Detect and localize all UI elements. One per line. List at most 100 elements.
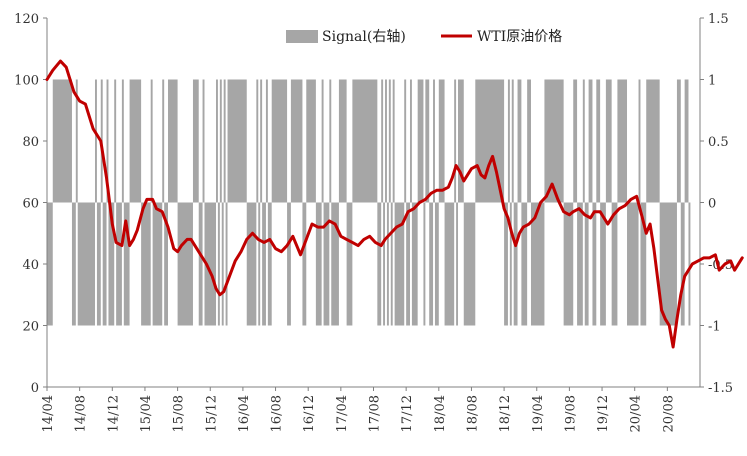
signal-bar	[417, 79, 424, 203]
signal-bar	[381, 79, 384, 203]
signal-bar	[198, 202, 203, 326]
x-tick-label: 14/12	[106, 395, 121, 432]
signal-bar	[688, 202, 691, 326]
signal-bar	[121, 79, 124, 203]
signal-bar	[164, 202, 168, 326]
signal-bar	[530, 202, 545, 326]
signal-bar	[511, 79, 514, 203]
signal-bar	[75, 79, 78, 203]
signal-bar	[141, 202, 151, 326]
signal-bar	[517, 79, 522, 203]
signal-bar	[219, 79, 222, 203]
signal-bar	[106, 79, 109, 203]
signal-bar	[386, 202, 389, 326]
signal-bar	[123, 202, 130, 326]
signal-bar	[544, 79, 564, 203]
signal-bar	[77, 202, 96, 326]
signal-bar	[331, 202, 339, 326]
signal-bar	[429, 202, 434, 326]
signal-bar	[302, 202, 307, 326]
signal-bar	[388, 79, 391, 203]
signal-bar	[177, 202, 193, 326]
left-tick-label: 60	[22, 197, 39, 212]
signal-bar	[588, 79, 593, 203]
signal-bar	[646, 79, 660, 203]
signal-bar	[409, 79, 412, 203]
legend: Signal(右轴) WTI原油价格	[286, 29, 562, 45]
signal-bar	[96, 202, 101, 326]
left-tick-label: 80	[22, 135, 39, 150]
signal-bar	[204, 202, 217, 326]
right-tick-label: 0.5	[708, 135, 729, 150]
x-tick-label: 17/08	[368, 395, 383, 432]
signal-bar	[521, 202, 528, 326]
signal-bar	[454, 79, 457, 203]
signal-bar	[216, 79, 218, 203]
signal-bar	[338, 79, 347, 203]
x-tick-label: 15/12	[204, 395, 219, 432]
signal-bar	[659, 202, 677, 326]
x-tick-label: 16/04	[237, 395, 252, 432]
x-tick-label: 14/04	[41, 395, 56, 432]
signal-bar	[267, 202, 272, 326]
signal-bar	[423, 202, 426, 326]
signal-bar	[306, 79, 316, 203]
signal-bar	[617, 79, 628, 203]
signal-bar	[600, 202, 606, 326]
signal-bar	[596, 79, 601, 203]
signal-bar	[592, 202, 597, 326]
signal-bar	[271, 79, 288, 203]
signal-bar	[406, 202, 410, 326]
signal-bar	[225, 202, 228, 326]
signal-bar	[509, 202, 512, 326]
signal-bar	[227, 79, 247, 203]
signal-bar	[95, 79, 97, 203]
signal-bar	[108, 202, 115, 326]
signal-bar	[394, 202, 405, 326]
signal-bar	[152, 202, 163, 326]
signal-bar	[438, 79, 445, 203]
x-tick-label: 14/08	[74, 395, 89, 432]
signal-bar	[404, 79, 407, 203]
signal-bar	[258, 202, 261, 326]
signal-bar	[584, 202, 589, 326]
signal-bar	[411, 202, 418, 326]
x-axis-ticks: 14/04 14/08 14/12 15/04 15/08 15/12 16/04 16/08…	[41, 387, 676, 432]
x-tick-label: 15/04	[139, 395, 154, 432]
signal-bar	[638, 79, 641, 203]
signal-bar	[52, 79, 72, 203]
right-tick-label: 0	[708, 197, 716, 212]
signal-bar	[582, 79, 585, 203]
signal-bar	[217, 202, 220, 326]
signal-bars	[47, 79, 691, 326]
signal-bar	[265, 79, 268, 203]
signal-bar	[321, 79, 324, 203]
signal-bar	[434, 202, 439, 326]
right-axis-ticks: -1.5-1-0.500.511.5	[700, 12, 733, 396]
right-tick-label: 1	[708, 74, 716, 89]
signal-bar	[377, 202, 382, 326]
right-tick-label: -1.5	[708, 381, 733, 396]
signal-bar	[114, 79, 117, 203]
signal-bar	[287, 202, 291, 326]
signal-bar	[102, 202, 107, 326]
signal-bar	[223, 79, 226, 203]
signal-bar	[527, 79, 531, 203]
signal-bar	[290, 79, 303, 203]
signal-bar	[221, 202, 224, 326]
legend-signal-swatch	[286, 30, 318, 43]
x-tick-label: 16/12	[302, 395, 317, 432]
signal-bar	[563, 202, 574, 326]
x-tick-label: 18/12	[498, 395, 513, 432]
signal-bar	[392, 79, 395, 203]
legend-wti-label: WTI原油价格	[477, 29, 562, 45]
x-tick-label: 18/04	[433, 395, 448, 432]
signal-bar	[507, 79, 510, 203]
signal-bar	[433, 79, 435, 203]
signal-bar	[168, 79, 178, 203]
signal-bar	[329, 79, 332, 203]
left-tick-label: 0	[31, 381, 39, 396]
left-tick-label: 100	[14, 74, 39, 89]
left-tick-label: 20	[22, 320, 39, 335]
